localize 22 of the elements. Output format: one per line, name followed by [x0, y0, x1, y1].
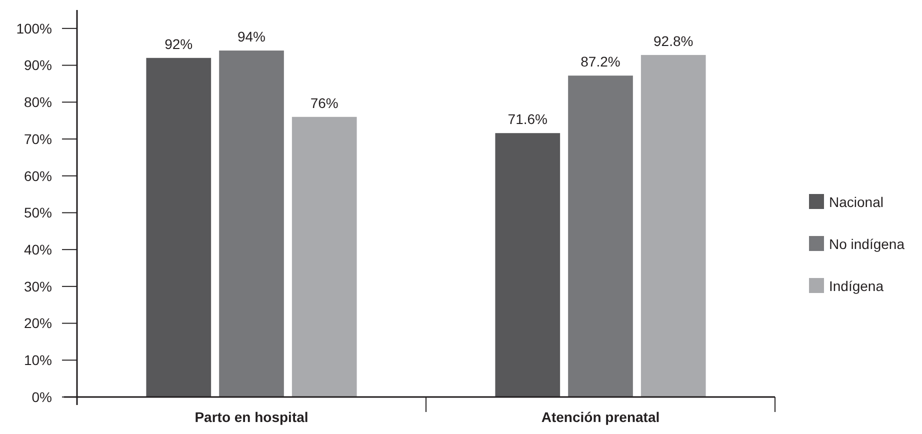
legend-label: Indígena — [829, 278, 884, 294]
y-tick-label: 20% — [24, 315, 52, 332]
y-tick-label: 60% — [24, 168, 52, 184]
y-tick-label: 0% — [32, 388, 52, 405]
data-label: 92% — [164, 36, 193, 52]
y-tick-label: 10% — [24, 352, 52, 368]
x-tick-label: Parto en hospital — [194, 409, 308, 425]
data-label: 94% — [237, 28, 266, 45]
y-tick-label: 80% — [24, 94, 52, 110]
y-tick-label: 30% — [24, 278, 52, 294]
y-tick-label: 90% — [24, 57, 52, 74]
y-tick-label: 70% — [24, 130, 52, 147]
data-label: 71.6% — [508, 111, 548, 128]
y-tick-label: 50% — [24, 204, 52, 221]
x-tick-label: Atención prenatal — [541, 409, 660, 425]
legend-label: No indígena — [829, 236, 905, 252]
data-label: 76% — [310, 94, 338, 111]
y-tick-label: 100% — [16, 20, 52, 36]
y-tick-label: 40% — [24, 241, 52, 258]
data-label: 92.8% — [654, 32, 694, 49]
data-label: 87.2% — [580, 54, 620, 70]
legend-label: Nacional — [829, 194, 884, 210]
